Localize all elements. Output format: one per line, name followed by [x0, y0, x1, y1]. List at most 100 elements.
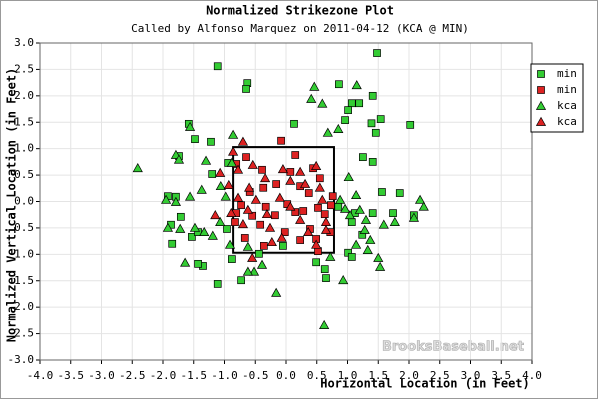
- point: [295, 214, 306, 224]
- point: [311, 239, 322, 249]
- legend-label: min: [557, 83, 577, 96]
- point: [338, 275, 349, 285]
- point: [319, 319, 330, 329]
- x-tick-label: -1.0: [211, 369, 238, 382]
- point: [173, 154, 185, 164]
- x-tick-label: 2.0: [399, 369, 419, 382]
- watermark: BrooksBaseball.net: [382, 340, 524, 355]
- point: [168, 239, 177, 248]
- point: [373, 252, 384, 262]
- point: [162, 222, 174, 232]
- point: [248, 266, 260, 276]
- x-tick-label: 1.5: [368, 369, 388, 382]
- point: [237, 136, 249, 146]
- point: [242, 266, 253, 276]
- point: [351, 189, 362, 200]
- point: [232, 164, 244, 174]
- point: [322, 274, 330, 282]
- point: [176, 212, 185, 221]
- point: [359, 153, 367, 161]
- point: [242, 85, 250, 93]
- point: [362, 244, 373, 254]
- point: [290, 119, 298, 128]
- point: [344, 210, 356, 220]
- point: [228, 255, 236, 263]
- x-tick-label: -3.0: [88, 369, 115, 382]
- x-tick-label: -4.0: [27, 369, 54, 382]
- plot-border: [39, 42, 533, 361]
- y-tick-label: 2.5: [14, 62, 34, 75]
- point: [191, 135, 199, 144]
- y-tick-label: 1.5: [14, 274, 34, 287]
- point: [322, 127, 333, 137]
- point: [276, 232, 287, 242]
- point: [406, 121, 415, 129]
- point: [184, 191, 196, 201]
- point: [228, 129, 239, 139]
- point: [207, 137, 215, 146]
- point: [378, 219, 389, 229]
- point: [339, 203, 351, 213]
- point: [314, 182, 325, 192]
- point: [371, 128, 380, 137]
- point: [226, 157, 237, 167]
- point: [189, 222, 201, 232]
- chart-subtitle: Called by Alfonso Marquez on 2011-04-12 …: [131, 22, 469, 35]
- legend-marker: [537, 86, 545, 94]
- point: [237, 276, 245, 285]
- legend-marker: [537, 70, 545, 78]
- point: [325, 251, 336, 261]
- x-tick-label: -3.5: [58, 369, 85, 382]
- point: [376, 115, 385, 123]
- point: [303, 226, 314, 236]
- point: [184, 121, 196, 131]
- point: [215, 167, 226, 177]
- point: [242, 241, 253, 251]
- point: [266, 236, 277, 247]
- point: [261, 208, 273, 219]
- y-tick-label: -3.0: [8, 353, 35, 366]
- point: [175, 223, 186, 233]
- point: [368, 158, 377, 166]
- point: [231, 218, 239, 226]
- point: [299, 207, 308, 215]
- point: [373, 49, 381, 57]
- point: [180, 257, 191, 267]
- x-tick-label: 0.0: [276, 369, 296, 382]
- point: [242, 204, 253, 214]
- point: [247, 252, 258, 262]
- point: [196, 184, 207, 194]
- x-tick-label: 3.5: [491, 369, 511, 382]
- point: [271, 211, 279, 220]
- legend-marker: [535, 100, 547, 110]
- point: [264, 222, 276, 232]
- point: [215, 180, 226, 191]
- point: [170, 196, 182, 206]
- point: [367, 119, 376, 128]
- point: [327, 201, 335, 210]
- point: [232, 192, 244, 202]
- chart-title: Normalized Strikezone Plot: [206, 4, 394, 18]
- point: [347, 99, 356, 108]
- point: [271, 287, 282, 297]
- x-tick-label: -0.5: [242, 369, 269, 382]
- point: [291, 151, 300, 159]
- point: [280, 228, 289, 236]
- point: [277, 136, 285, 145]
- point: [223, 225, 231, 233]
- x-tick-label: -2.0: [150, 369, 177, 382]
- y-tick-label: 1.0: [14, 247, 34, 260]
- point: [314, 247, 322, 256]
- point: [277, 164, 289, 174]
- point: [255, 249, 263, 258]
- point: [160, 194, 172, 204]
- point: [343, 171, 354, 182]
- point: [351, 80, 362, 90]
- y-tick-label: 2.0: [14, 89, 34, 102]
- x-tick-label: -1.5: [181, 369, 208, 382]
- point: [341, 116, 349, 124]
- point: [317, 98, 328, 108]
- point: [414, 194, 426, 204]
- point: [259, 173, 271, 183]
